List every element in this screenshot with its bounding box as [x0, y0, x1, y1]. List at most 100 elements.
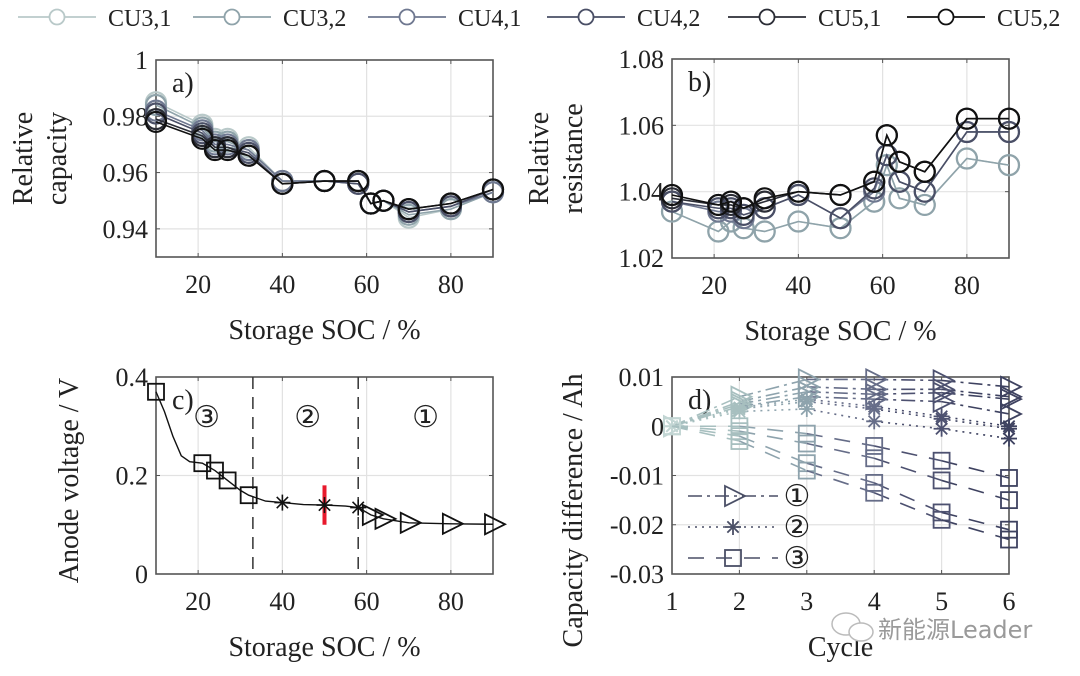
square-marker [1000, 520, 1018, 539]
data-point [829, 207, 852, 230]
series-segment [739, 398, 807, 409]
data-point [719, 190, 743, 213]
triangle-marker [484, 512, 508, 536]
square-marker [147, 382, 165, 401]
series-segment [941, 511, 1010, 531]
series-segment [739, 378, 807, 398]
y-axis-title-line: resistance [558, 103, 589, 213]
series-CU5-1 [144, 107, 505, 221]
square-marker [206, 461, 224, 480]
panel-label: b) [688, 67, 711, 98]
star-stroke [935, 422, 948, 436]
data-point [955, 147, 978, 170]
star-stroke [726, 520, 740, 534]
x-axis-title: Storage SOC / % [228, 315, 420, 346]
data-point [863, 170, 886, 193]
data-point [144, 102, 168, 125]
series-segment [806, 398, 875, 408]
data-point [997, 120, 1021, 144]
y-tick-label: 0.01 [619, 363, 665, 392]
square-marker [865, 449, 884, 468]
legend-label: ③ [784, 542, 811, 575]
panel-label: d) [688, 385, 711, 416]
x-tick-label: 60 [354, 270, 380, 299]
data-point [372, 189, 395, 212]
panel-d-capacity-difference: 1 2 3 4 5 6-0.03-0.02-0.0100.01Cycled)Capacit… [558, 363, 1024, 663]
x-axis-title: Storage SOC / % [744, 316, 936, 347]
data-point [313, 169, 336, 193]
data-point [347, 169, 370, 193]
series-segment [739, 425, 807, 435]
legend-entry: CU5,2 [907, 6, 1060, 32]
series-segment [941, 415, 1010, 428]
data-point [913, 193, 936, 217]
data-point [829, 183, 852, 207]
x-tick-label: 40 [269, 270, 295, 299]
series-line [671, 131, 1009, 220]
watermark-text: 新能源Leader [878, 616, 1032, 644]
y-axis-title-line: Relative [524, 112, 555, 205]
square-marker [218, 471, 237, 490]
x-tick-label: 20 [185, 270, 211, 299]
legend-label: CU4,2 [637, 6, 700, 32]
y-tick-label: 1 [135, 46, 148, 75]
series-segment [874, 408, 942, 420]
triangle-marker [399, 511, 423, 535]
star-marker [350, 499, 367, 516]
watermark: 新能源Leader [831, 612, 1032, 644]
data-point [397, 198, 420, 221]
triangle-marker [932, 390, 956, 414]
square-marker [1000, 491, 1018, 510]
data-point [787, 210, 810, 233]
square-marker [1000, 530, 1018, 549]
y-axis-title-line: Relative [8, 112, 39, 205]
data-point [913, 160, 936, 183]
series-segment [739, 408, 807, 413]
y-axis-title: Capacity difference / Ah [558, 374, 589, 648]
y-tick-label: 0 [135, 560, 148, 589]
series-segment [941, 519, 1010, 541]
series-segment [739, 390, 807, 405]
series-segment [739, 435, 808, 464]
panel-c-anode-voltage: 20 40 60 80 0 0.2 0.4 Storage SOC / % c) Anode vo… [54, 363, 508, 663]
panel-b-relative-resistance: 20 40 60 80 1.02 1.04 1.06 1.08 Storage SOC / % b… [524, 45, 1021, 347]
star-marker [1001, 430, 1017, 447]
panel-label: c) [172, 385, 194, 416]
star-stroke [733, 405, 746, 418]
data-point [875, 124, 898, 147]
series-segment [806, 408, 875, 423]
data-point [753, 187, 776, 210]
legend-marker-circle [48, 8, 66, 26]
y-tick-label: -0.03 [610, 560, 664, 589]
data-point [191, 127, 214, 150]
y-tick-label: 1.06 [619, 111, 665, 140]
legend-label: CU3,1 [108, 6, 171, 32]
plot-frame [155, 59, 494, 258]
star-marker [866, 413, 883, 430]
series-segment [941, 418, 1010, 430]
x-tick-label: 80 [438, 587, 464, 616]
region-label: ③ [193, 401, 220, 434]
legend-entry: CU3,2 [193, 6, 346, 32]
series-segment [874, 420, 942, 430]
star-marker [725, 519, 741, 535]
data-point [707, 193, 730, 217]
series-group-10 [663, 417, 1018, 549]
y-axis-title-line: capacity [42, 112, 73, 205]
data-point [439, 192, 462, 215]
data-point [359, 192, 382, 215]
series-group-5 [664, 393, 1017, 437]
square-marker [865, 437, 884, 455]
y-axis-title: Relative capacity [8, 112, 73, 205]
x-tick-label: 80 [954, 271, 980, 300]
data-point [481, 178, 505, 201]
series-segment [739, 430, 807, 445]
series-CU4-1 [660, 120, 1021, 230]
x-tick-label: 4 [868, 587, 881, 616]
series-segment [806, 432, 875, 447]
series-segment [739, 400, 807, 410]
x-tick-label: 60 [354, 587, 380, 616]
series-segment [873, 482, 942, 514]
series-segment [941, 427, 1010, 440]
square-marker [932, 451, 951, 470]
